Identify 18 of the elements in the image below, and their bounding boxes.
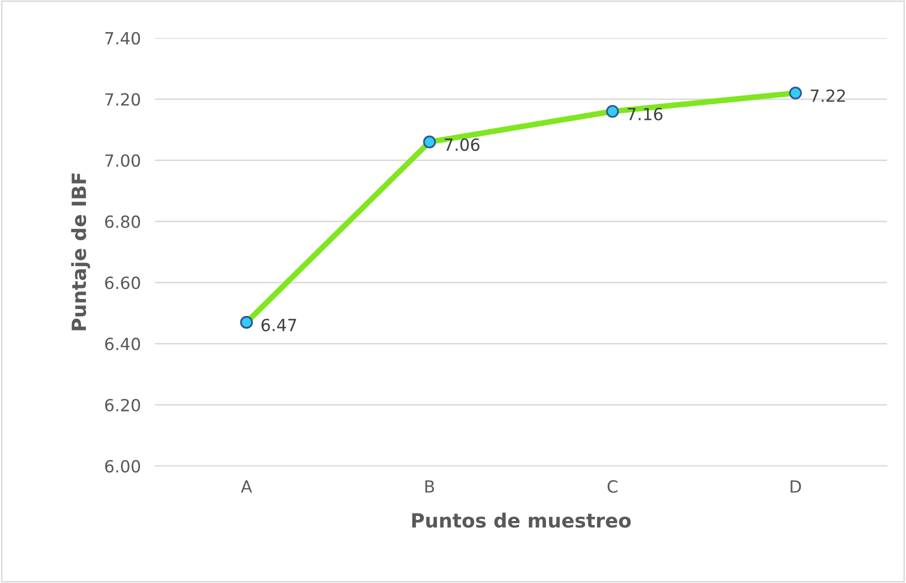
y-tick-label: 6.20 — [105, 398, 140, 412]
x-axis-title: Puntos de muestreo — [412, 512, 631, 528]
x-tick-label: B — [425, 480, 434, 493]
y-tick-label: 6.00 — [105, 460, 140, 473]
y-tick-label: 7.40 — [105, 32, 140, 45]
y-axis-title: Puntaje de IBF — [71, 174, 90, 330]
x-tick-label: C — [608, 480, 618, 493]
y-tick-label: 6.40 — [105, 338, 140, 350]
data-label: 7.06 — [444, 138, 480, 151]
data-label: 7.22 — [810, 89, 845, 102]
y-tick-label: 7.00 — [105, 154, 140, 167]
x-tick-label: D — [790, 480, 801, 493]
y-tick-label: 7.20 — [105, 93, 140, 106]
y-tick-label: 6.60 — [105, 276, 140, 290]
x-tick-label: A — [240, 480, 252, 493]
data-label: 7.16 — [628, 108, 662, 120]
data-label: 6.47 — [262, 318, 296, 332]
y-tick-label: 6.80 — [105, 215, 140, 228]
